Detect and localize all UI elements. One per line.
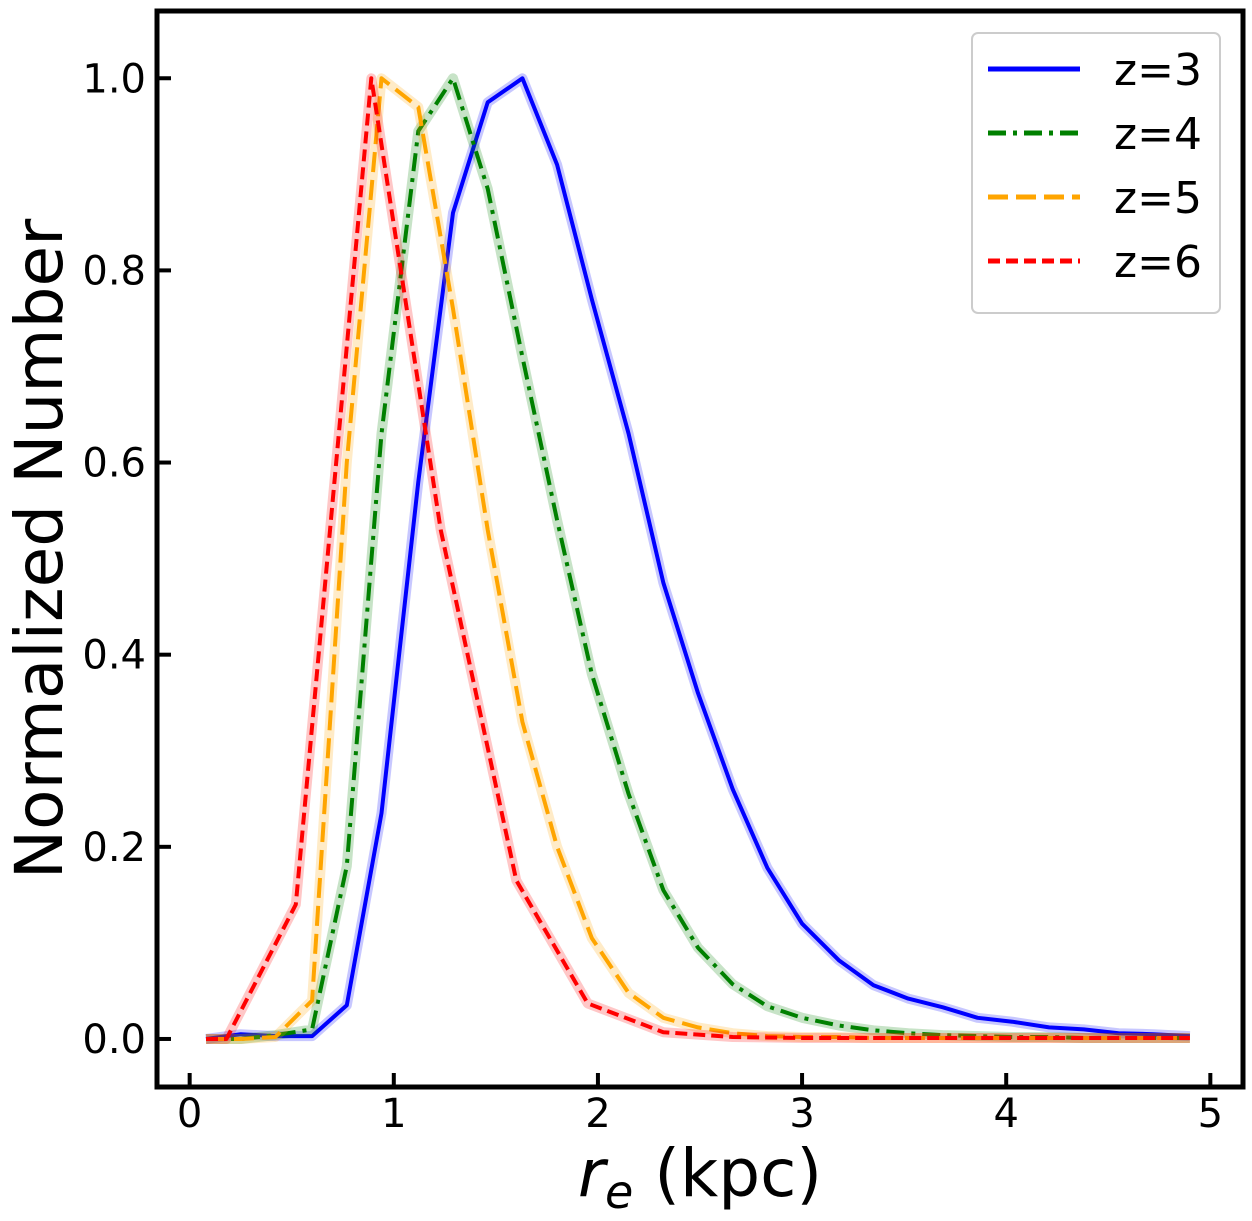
x-tick-label-4: 4 <box>993 1091 1018 1137</box>
y-axis-title: Normalized Number <box>1 218 78 879</box>
legend-label-z4: z=4 <box>1114 109 1202 160</box>
x-tick-label-2: 2 <box>585 1091 610 1137</box>
legend-label-z3: z=3 <box>1114 45 1202 96</box>
legend: z=3 z=4 z=5 z=6 <box>971 32 1221 314</box>
y-tick-label-3: 0.6 <box>82 441 146 487</box>
plot-frame <box>154 8 1246 1090</box>
series-line-z3 <box>205 76 1191 1041</box>
series-layer <box>205 73 1191 1044</box>
y-tick-label-5: 1.0 <box>82 56 146 102</box>
y-tick-label-0: 0.0 <box>82 1017 146 1063</box>
ticks-layer: 0 1 2 3 4 5 0.0 0.2 0.4 0.6 0.8 1.0 <box>82 56 1223 1137</box>
x-tick-label-3: 3 <box>789 1091 814 1137</box>
x-axis-unit: (kpc) <box>633 1135 822 1212</box>
x-axis-var: r <box>578 1135 609 1212</box>
y-tick-label-4: 0.8 <box>82 248 146 294</box>
legend-box <box>971 32 1221 314</box>
series-line-z4 <box>206 76 1190 1041</box>
series-line-z6 <box>206 76 1190 1041</box>
y-tick-label-2: 0.4 <box>82 633 146 679</box>
x-axis-subscript: e <box>605 1165 633 1219</box>
y-tick-label-1: 0.2 <box>82 825 146 871</box>
x-tick-label-0: 0 <box>177 1091 202 1137</box>
legend-label-z5: z=5 <box>1114 173 1202 224</box>
x-axis-title: re (kpc) <box>578 1135 822 1219</box>
legend-label-z6: z=6 <box>1114 237 1202 288</box>
x-tick-label-5: 5 <box>1198 1091 1223 1137</box>
x-tick-label-1: 1 <box>381 1091 406 1137</box>
